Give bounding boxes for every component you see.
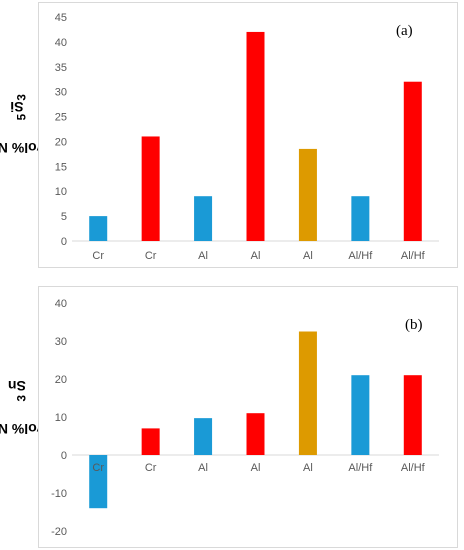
x-tick-label-a-2: Al (198, 250, 208, 262)
bar-b-5 (351, 375, 370, 455)
y-tick-label-b-2: 0 (61, 450, 67, 462)
x-tick-label-b-5: Al/Hf (348, 462, 373, 474)
bar-b-1 (141, 428, 160, 455)
x-tick-label-b-3: Al (251, 462, 261, 474)
chart-panel-b: -20 -10 0 10 20 30 40 Cr Cr Al Al Al Al/Hf Al/Hf (b) (38, 286, 458, 548)
y-tick-label-b-4: 20 (55, 374, 67, 386)
x-tick-label-a-4: Al (303, 250, 313, 262)
x-tick-label-b-6: Al/Hf (401, 462, 426, 474)
x-tick-label-a-5: Al/Hf (348, 250, 373, 262)
y-tick-label-b-6: 40 (55, 298, 67, 310)
bar-b-2 (194, 418, 213, 455)
bar-b-4 (298, 331, 317, 455)
x-tick-label-a-0: Cr (92, 250, 104, 262)
x-tick-label-b-1: Cr (145, 462, 157, 474)
bar-b-6 (403, 375, 422, 455)
y-axis-title-b-sub1: 3 (15, 395, 29, 402)
x-tick-label-b-0: Cr (92, 462, 104, 474)
bar-b-0 (89, 455, 108, 509)
bar-a-2 (194, 196, 213, 241)
bar-a-1 (141, 136, 160, 241)
y-axis-title-b-mid: Sn (8, 378, 27, 395)
bar-a-3 (246, 31, 265, 241)
chart-b-svg: -20 -10 0 10 20 30 40 Cr Cr Al Al Al Al/Hf Al/Hf (b) (51, 298, 439, 538)
y-tick-label-a-0: 0 (61, 236, 67, 248)
chart-panel-a: 0 5 10 15 20 25 30 35 40 45 Cr Cr Al Al Al Al/Hf Al/Hf (a… (38, 2, 458, 268)
bar-a-0 (89, 216, 108, 241)
bar-a-4 (298, 148, 317, 241)
y-tick-label-a-6: 30 (55, 87, 67, 99)
y-tick-label-a-1: 5 (61, 211, 67, 223)
bar-a-6 (403, 81, 422, 241)
y-tick-label-a-2: 10 (55, 186, 67, 198)
y-axis-title-b: vol% Nb3Sn (0, 286, 45, 548)
x-tick-label-b-4: Al (303, 462, 313, 474)
y-tick-label-b-3: 10 (55, 412, 67, 424)
x-tick-label-b-2: Al (198, 462, 208, 474)
y-axis-title-a: vol% Nb5Si3 (0, 2, 45, 268)
y-tick-label-b-5: 30 (55, 336, 67, 348)
y-tick-label-b-1: -10 (51, 488, 67, 500)
y-tick-label-a-3: 15 (55, 161, 67, 173)
y-tick-label-a-5: 25 (55, 112, 67, 124)
y-tick-label-a-4: 20 (55, 136, 67, 148)
y-axis-title-a-mid: Si (10, 99, 24, 116)
x-tick-label-a-6: Al/Hf (401, 250, 426, 262)
y-tick-label-a-9: 45 (55, 12, 67, 24)
bar-a-5 (351, 196, 370, 241)
x-tick-label-a-3: Al (251, 250, 261, 262)
panel-label-a: (a) (396, 23, 413, 39)
bar-b-3 (246, 413, 265, 455)
y-tick-label-a-7: 35 (55, 62, 67, 74)
y-tick-label-a-8: 40 (55, 37, 67, 49)
y-tick-label-b-0: -20 (51, 526, 67, 538)
panel-label-b: (b) (405, 317, 423, 333)
x-tick-label-a-1: Cr (145, 250, 157, 262)
chart-a-svg: 0 5 10 15 20 25 30 35 40 45 Cr Cr Al Al Al Al/Hf Al/Hf (a… (55, 12, 439, 262)
